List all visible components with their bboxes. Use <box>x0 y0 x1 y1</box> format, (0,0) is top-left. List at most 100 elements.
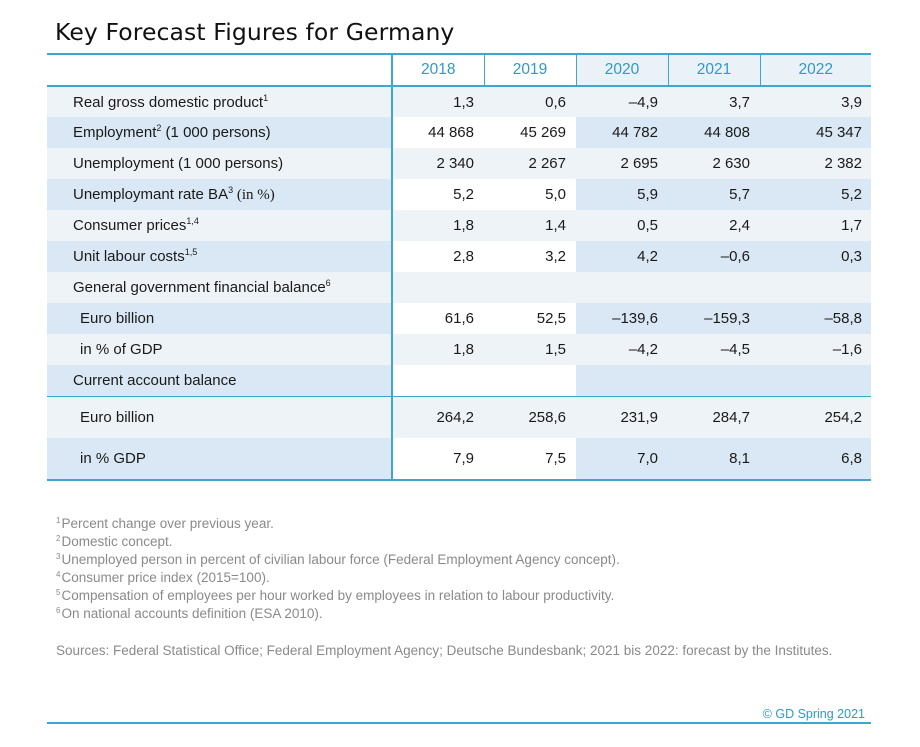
footnote-ref: 3 <box>228 184 234 195</box>
footnote: 1Percent change over previous year. <box>56 515 620 533</box>
row-label: Employment2 (1 000 persons) <box>47 117 392 148</box>
row-label-text: Euro billion <box>80 310 155 327</box>
value-cell-2020: 5,9 <box>576 179 668 210</box>
value-cell-2021: –0,6 <box>668 241 760 272</box>
row-label: Current account balance <box>47 365 392 396</box>
table-row: Unemploymant rate BA3 (in %) 5,2 5,0 5,9 5,7… <box>47 179 871 210</box>
value-cell-2020 <box>576 272 668 303</box>
value-cell-2020: –4,9 <box>576 86 668 117</box>
value-cell-2018: 61,6 <box>391 303 484 334</box>
value-cell-2020: 7,0 <box>576 438 668 480</box>
value-cell-2018 <box>391 365 484 396</box>
footnote-text: Unemployed person in percent of civilian… <box>61 552 620 567</box>
value-cell-2022: 254,2 <box>760 395 871 438</box>
value-cell-2019: 1,5 <box>484 334 576 365</box>
row-label-text: General government financial balance <box>73 279 326 296</box>
value-cell-2022: –58,8 <box>760 303 871 334</box>
value-cell-2018: 7,9 <box>391 438 484 480</box>
value-cell-2019: 5,0 <box>484 179 576 210</box>
value-cell-2019: 52,5 <box>484 303 576 334</box>
footnotes: 1Percent change over previous year. 2Dome… <box>56 515 620 623</box>
header-label-cell <box>47 54 392 86</box>
value-cell-2022: 1,7 <box>760 210 871 241</box>
value-cell-2019: 258,6 <box>484 395 576 438</box>
value-cell-2022: –1,6 <box>760 334 871 365</box>
column-header-year: 2022 <box>759 54 871 86</box>
row-label: General government financial balance6 <box>47 272 392 303</box>
forecast-table: 2018 2019 2020 2021 2022 Real gross dome… <box>47 53 871 481</box>
value-cell-2022: 5,2 <box>760 179 871 210</box>
row-label: Consumer prices1,4 <box>47 210 392 241</box>
table-header-row: 2018 2019 2020 2021 2022 <box>47 54 871 86</box>
row-label-text: Euro billion <box>80 408 155 426</box>
column-header-year: 2021 <box>667 54 760 86</box>
value-cell-2018: 1,3 <box>391 86 484 117</box>
value-cell-2018: 264,2 <box>391 395 484 438</box>
footnote-ref: 6 <box>325 278 331 288</box>
footnote-ref: 1,4 <box>186 216 199 226</box>
value-cell-2020: –4,2 <box>576 334 668 365</box>
value-cell-2019: 3,2 <box>484 241 576 272</box>
value-cell-2018: 44 868 <box>391 117 484 148</box>
value-cell-2018 <box>391 272 484 303</box>
value-cell-2019 <box>484 365 576 396</box>
row-label: Unemploymant rate BA3 (in %) <box>47 179 392 210</box>
footnote: 3Unemployed person in percent of civilia… <box>56 551 620 569</box>
value-cell-2022: 45 347 <box>760 117 871 148</box>
value-cell-2021: –159,3 <box>668 303 760 334</box>
value-cell-2022: 0,3 <box>760 241 871 272</box>
row-label-suffix: (in %) <box>233 186 275 203</box>
footnote-text: On national accounts definition (ESA 201… <box>61 606 323 621</box>
value-cell-2019: 45 269 <box>484 117 576 148</box>
value-cell-2018: 2,8 <box>391 241 484 272</box>
value-cell-2019: 1,4 <box>484 210 576 241</box>
row-label: Real gross domestic product1 <box>47 86 392 117</box>
footnote-ref: 1,5 <box>184 247 198 257</box>
footnote-text: Compensation of employees per hour worke… <box>61 588 615 603</box>
value-cell-2019 <box>484 272 576 303</box>
footnote: 5Compensation of employees per hour work… <box>56 587 620 605</box>
footnote: 6On national accounts definition (ESA 20… <box>56 605 620 623</box>
row-label: Euro billion <box>47 395 392 438</box>
value-cell-2020: –139,6 <box>576 303 668 334</box>
row-label: Unit labour costs1,5 <box>47 241 392 272</box>
column-header-year: 2018 <box>391 54 484 86</box>
footnote: 4Consumer price index (2015=100). <box>56 569 620 587</box>
table-row: Euro billion 61,6 52,5 –139,6 –159,3 –58,8 <box>47 303 871 334</box>
table-row: Euro billion 264,2 258,6 231,9 284,7 254,2 <box>47 395 871 438</box>
value-cell-2020 <box>576 365 668 396</box>
footnote-number: 6 <box>56 606 61 615</box>
value-cell-2021: 2,4 <box>668 210 760 241</box>
value-cell-2019: 7,5 <box>484 438 576 480</box>
value-cell-2018: 5,2 <box>391 179 484 210</box>
value-cell-2020: 2 695 <box>576 148 668 179</box>
value-cell-2020: 44 782 <box>576 117 668 148</box>
bottom-divider <box>47 722 871 724</box>
table-row: Unemployment (1 000 persons) 2 340 2 267 2 … <box>47 148 871 179</box>
page-title: Key Forecast Figures for Germany <box>55 18 455 46</box>
footnote-number: 5 <box>56 588 61 597</box>
row-label-text: in % of GDP <box>80 341 163 358</box>
footnote-number: 1 <box>56 516 61 525</box>
footnote-text: Consumer price index (2015=100). <box>61 570 270 585</box>
row-label: Euro billion <box>47 303 392 334</box>
row-label-text: Unemploymant rate BA <box>73 185 229 203</box>
row-label-text: in % GDP <box>80 450 146 467</box>
value-cell-2022: 2 382 <box>760 148 871 179</box>
copyright-label: © GD Spring 2021 <box>762 707 865 721</box>
table-row: in % GDP 7,9 7,5 7,0 8,1 6,8 <box>47 438 871 480</box>
footnote-text: Domestic concept. <box>61 534 173 549</box>
column-header-year: 2019 <box>483 54 576 86</box>
value-cell-2022: 3,9 <box>760 86 871 117</box>
footnote-ref: 2 <box>156 123 162 133</box>
value-cell-2019: 0,6 <box>484 86 576 117</box>
footnote-ref: 1 <box>263 92 269 103</box>
table-row: Employment2 (1 000 persons) 44 868 45 269 4… <box>47 117 871 148</box>
row-label: Unemployment (1 000 persons) <box>47 148 392 179</box>
table-row: in % of GDP 1,8 1,5 –4,2 –4,5 –1,6 <box>47 334 871 365</box>
value-cell-2022: 6,8 <box>760 438 871 480</box>
row-label-text: Real gross domestic product <box>73 93 264 111</box>
row-label: in % of GDP <box>47 334 392 365</box>
value-cell-2021: –4,5 <box>668 334 760 365</box>
value-cell-2018: 1,8 <box>391 334 484 365</box>
